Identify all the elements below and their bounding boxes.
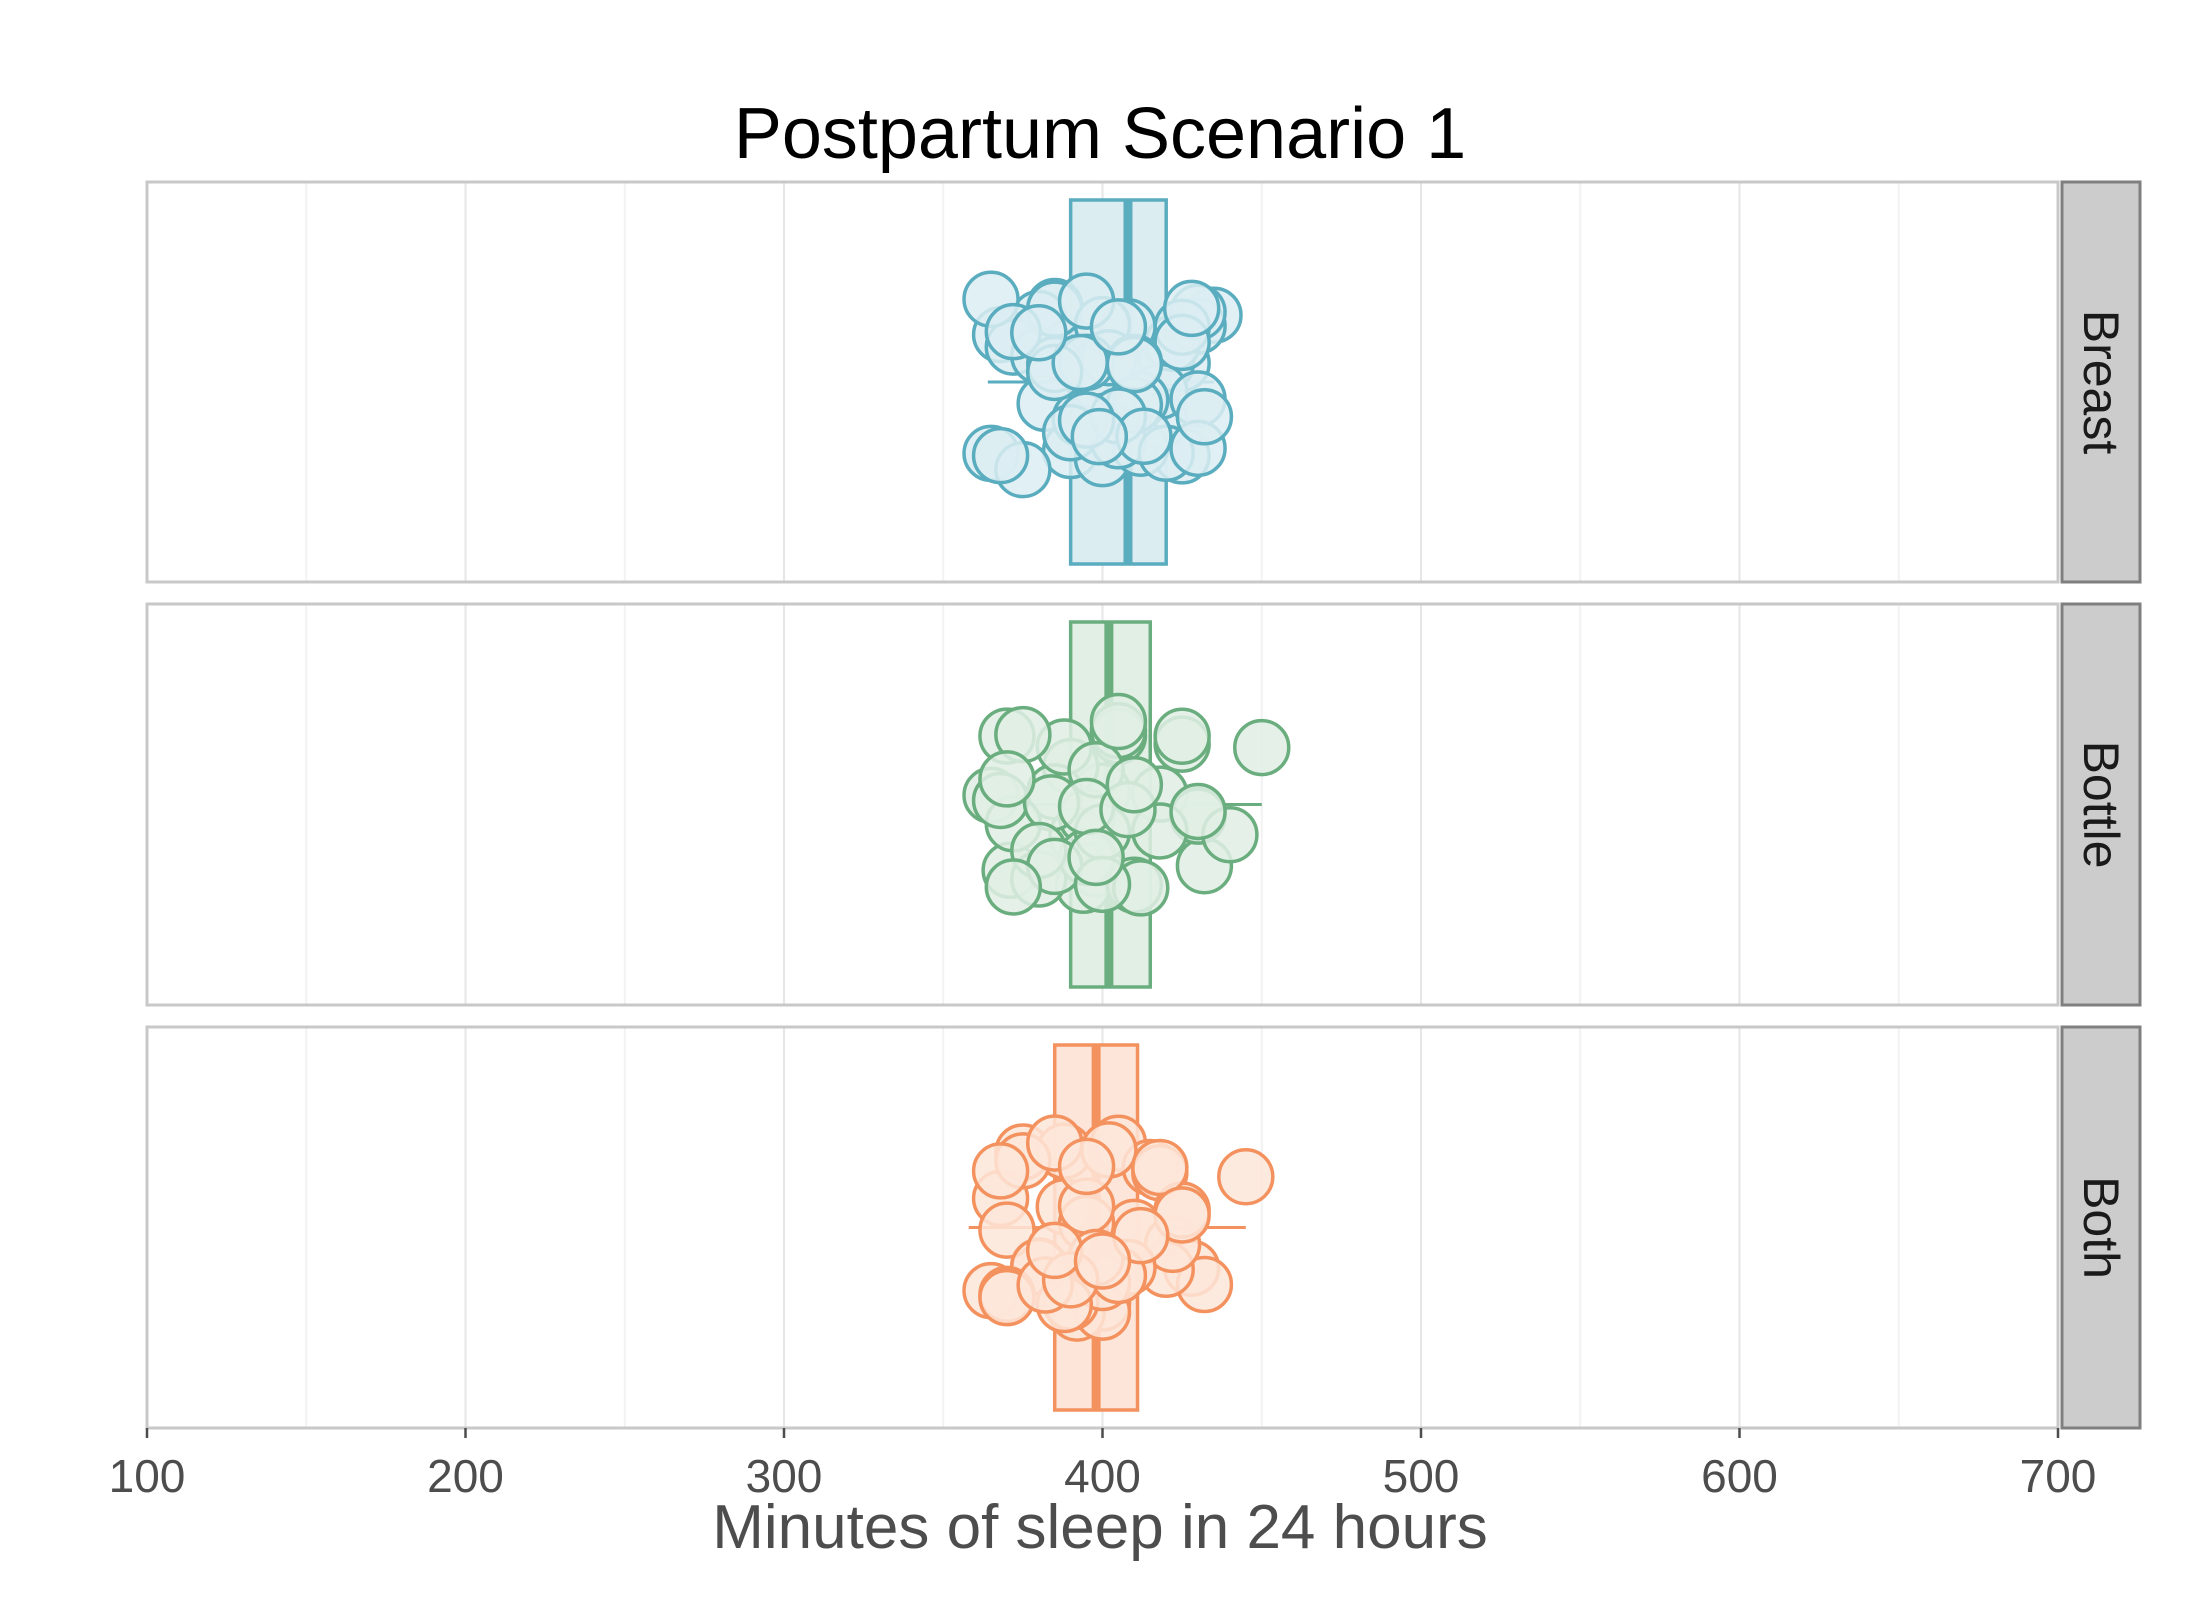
facet-strip <box>2060 180 2142 584</box>
data-point <box>1025 1221 1084 1280</box>
facet-label-both: Both <box>2073 1176 2129 1279</box>
data-point <box>1233 718 1291 777</box>
x-tick-label: 200 <box>427 1450 504 1502</box>
panel-border <box>145 602 2060 1007</box>
facet-label-breast: Breast <box>2073 310 2129 455</box>
data-point <box>1153 707 1211 765</box>
data-point <box>1162 279 1221 338</box>
x-tick-label: 500 <box>1383 1450 1460 1502</box>
x-tick-label: 300 <box>746 1450 823 1502</box>
data-point <box>1131 1138 1189 1197</box>
data-point <box>1057 1137 1116 1196</box>
facet-breast: Breast <box>145 180 2142 584</box>
x-tick-label: 700 <box>2020 1450 2097 1502</box>
x-tick-label: 400 <box>1064 1450 1141 1502</box>
data-point <box>1010 304 1068 362</box>
facet-label-bottle: Bottle <box>2073 741 2129 869</box>
data-point <box>1175 387 1234 446</box>
data-point <box>978 1201 1036 1259</box>
data-point <box>1067 828 1125 887</box>
facet-both: Both <box>145 1025 2142 1430</box>
facet-strip <box>2060 602 2142 1007</box>
data-point <box>1105 756 1164 814</box>
data-point <box>1169 782 1227 841</box>
x-axis-label: Minutes of sleep in 24 hours <box>712 1493 1487 1562</box>
data-point <box>1089 298 1148 356</box>
data-point <box>971 1142 1030 1200</box>
data-point <box>1051 333 1109 392</box>
x-tick-label: 100 <box>109 1450 186 1502</box>
data-point <box>1073 1232 1132 1290</box>
x-axis: 100 200 300 400 500 600 700 <box>109 1428 2097 1502</box>
facet-panels: Breast Bottle Both <box>145 180 2142 1430</box>
panel-border <box>145 180 2060 584</box>
data-point <box>1089 692 1148 751</box>
data-point <box>984 858 1043 916</box>
data-point <box>1217 1147 1275 1206</box>
facet-strip <box>2060 1025 2142 1430</box>
data-point <box>971 426 1030 485</box>
x-tick-label: 600 <box>1701 1450 1778 1502</box>
data-point <box>978 750 1036 808</box>
chart-title: Postpartum Scenario 1 <box>734 94 1466 174</box>
facet-bottle: Bottle <box>145 602 2142 1007</box>
data-point <box>1070 407 1129 466</box>
